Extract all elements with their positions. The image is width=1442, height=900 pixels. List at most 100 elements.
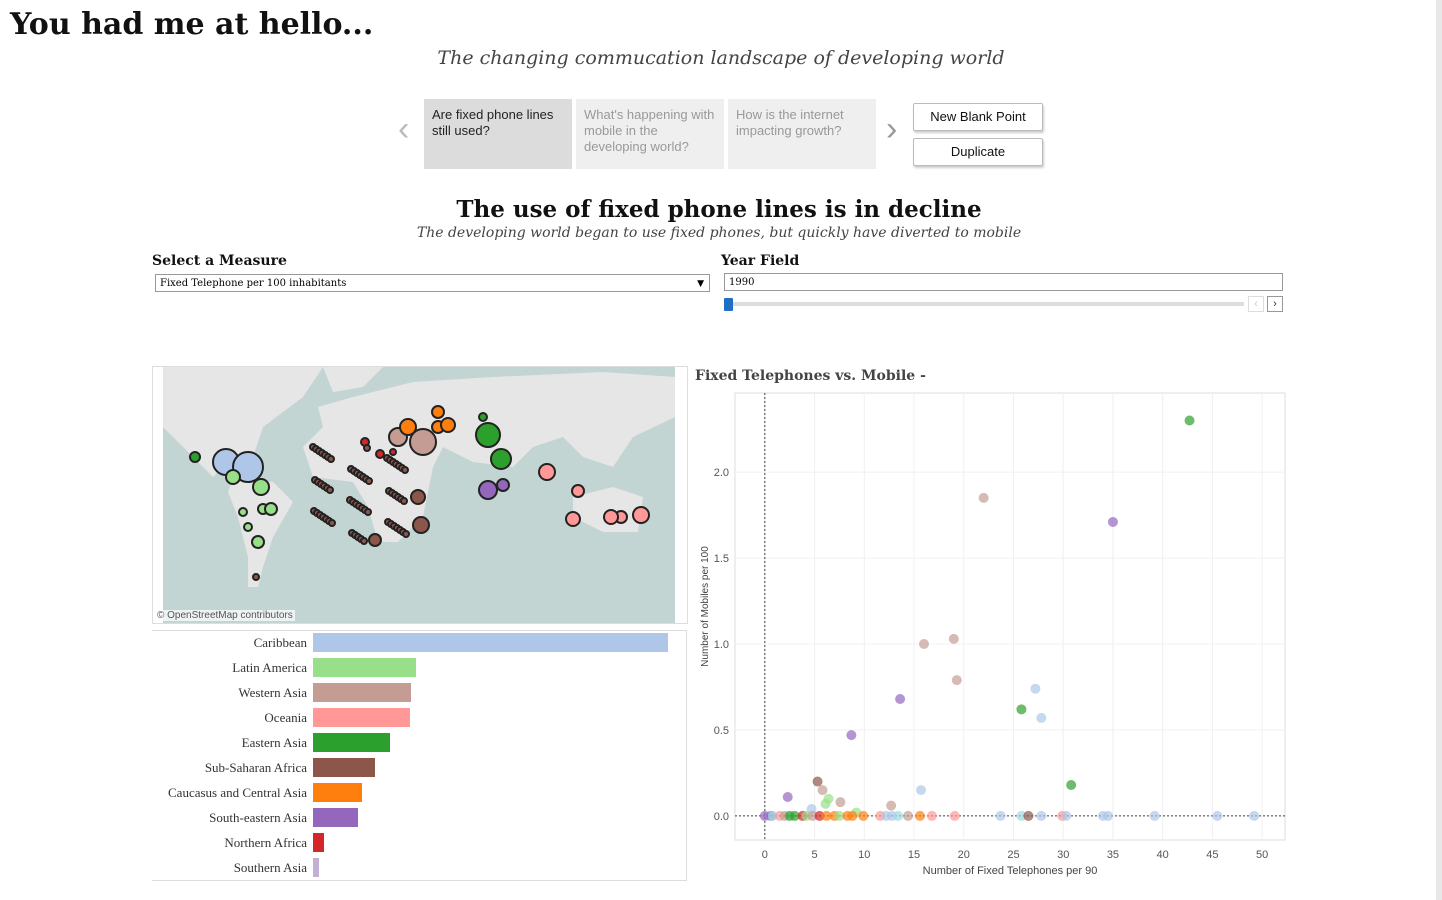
map-mark[interactable] (402, 530, 410, 538)
map-mark[interactable] (565, 511, 581, 527)
scatter-point[interactable] (926, 810, 937, 821)
scatter-point[interactable] (1149, 810, 1160, 821)
bar[interactable] (313, 708, 410, 727)
map-mark[interactable] (363, 444, 371, 452)
map-mark[interactable] (252, 478, 270, 496)
map-mark[interactable] (225, 469, 241, 485)
scatter-point[interactable] (893, 810, 904, 821)
map-mark[interactable] (490, 448, 512, 470)
map-mark[interactable] (360, 537, 368, 545)
scatter-point[interactable] (914, 810, 925, 821)
measure-dropdown[interactable]: Fixed Telephone per 100 inhabitants ▼ (155, 274, 710, 292)
map-mark[interactable] (571, 484, 585, 498)
year-prev-button[interactable]: ‹ (1248, 296, 1264, 312)
story-point-2[interactable]: What's happening with mobile in the deve… (576, 99, 724, 169)
bar[interactable] (313, 658, 416, 677)
map-mark[interactable] (364, 508, 372, 516)
scatter-point[interactable] (789, 810, 800, 821)
scatter-point[interactable] (995, 810, 1006, 821)
bar[interactable] (313, 733, 391, 752)
scatter-point[interactable] (782, 792, 793, 803)
map-mark[interactable] (409, 428, 437, 456)
scatter-point[interactable] (903, 810, 914, 821)
year-slider-handle[interactable] (724, 298, 733, 311)
scatter-point[interactable] (886, 800, 897, 811)
map-mark[interactable] (401, 466, 409, 474)
map-mark[interactable] (399, 418, 417, 436)
page-scrollbar[interactable] (1436, 0, 1442, 900)
scatter-point[interactable] (918, 639, 929, 650)
scatter-point[interactable] (1016, 810, 1027, 821)
scatter-point[interactable] (834, 810, 845, 821)
scatter-point[interactable] (951, 675, 962, 686)
scatter-point[interactable] (1023, 810, 1034, 821)
scatter-point[interactable] (915, 785, 926, 796)
scatter-point[interactable] (1102, 810, 1113, 821)
scatter-point[interactable] (1016, 704, 1027, 715)
scatter-point[interactable] (1061, 810, 1072, 821)
chevron-left-icon[interactable]: ‹ (398, 110, 410, 148)
bar[interactable] (313, 783, 362, 802)
map-mark[interactable] (368, 533, 382, 547)
scatter-point[interactable] (858, 810, 869, 821)
map-mark[interactable] (410, 489, 426, 505)
map-mark[interactable] (478, 480, 498, 500)
map-mark[interactable] (243, 522, 253, 532)
scatter-point[interactable] (1030, 683, 1041, 694)
scatter-point[interactable] (807, 810, 818, 821)
scatter-point[interactable] (1036, 712, 1047, 723)
scatter-point[interactable] (846, 730, 857, 741)
chevron-right-icon[interactable]: › (886, 110, 898, 148)
map-mark[interactable] (365, 477, 373, 485)
map-mark[interactable] (251, 535, 265, 549)
map-mark[interactable] (400, 497, 408, 505)
year-input[interactable]: 1990 (724, 273, 1283, 291)
scatter-point[interactable] (812, 776, 823, 787)
map-mark[interactable] (326, 486, 334, 494)
year-next-button[interactable]: › (1267, 296, 1283, 312)
scatter-point[interactable] (814, 810, 825, 821)
map-mark[interactable] (328, 519, 336, 527)
bar[interactable] (313, 833, 324, 852)
scatter-point[interactable] (820, 798, 831, 809)
scatter-point[interactable] (1184, 415, 1195, 426)
map-mark[interactable] (431, 405, 445, 419)
map-mark[interactable] (496, 478, 510, 492)
bar[interactable] (313, 808, 359, 827)
scatter-point[interactable] (1212, 810, 1223, 821)
map-mark[interactable] (238, 507, 248, 517)
bar[interactable] (313, 633, 668, 652)
map-mark[interactable] (538, 463, 556, 481)
scatter-chart[interactable]: 0 5 10 15 20 25 30 35 40 45 50 0.0 0.5 1.0 1.5 2.0 Numbe… (690, 385, 1300, 885)
map-mark[interactable] (478, 412, 488, 422)
map-mark[interactable] (632, 506, 650, 524)
scatter-point[interactable] (847, 810, 858, 821)
map-mark[interactable] (475, 422, 501, 448)
bar[interactable] (313, 683, 411, 702)
scatter-point[interactable] (817, 785, 828, 796)
year-slider-track[interactable] (726, 302, 1244, 306)
map-mark[interactable] (252, 573, 260, 581)
bar[interactable] (313, 758, 376, 777)
map-mark[interactable] (264, 502, 278, 516)
scatter-point[interactable] (1066, 779, 1077, 790)
bar[interactable] (313, 858, 320, 877)
scatter-point[interactable] (767, 810, 778, 821)
scatter-point[interactable] (978, 492, 989, 503)
map-mark[interactable] (603, 509, 619, 525)
scatter-point[interactable] (948, 633, 959, 644)
map-mark[interactable] (327, 455, 335, 463)
scatter-point[interactable] (1249, 810, 1260, 821)
world-map[interactable] (153, 367, 687, 623)
scatter-point[interactable] (835, 797, 846, 808)
duplicate-button[interactable]: Duplicate (913, 138, 1043, 166)
scatter-point[interactable] (895, 694, 906, 705)
map-mark[interactable] (440, 417, 456, 433)
map-mark[interactable] (189, 451, 201, 463)
map-mark[interactable] (412, 516, 430, 534)
story-point-3[interactable]: How is the internet impacting growth? (728, 99, 876, 169)
new-blank-point-button[interactable]: New Blank Point (913, 103, 1043, 131)
map-mark[interactable] (389, 448, 397, 456)
scatter-point[interactable] (1036, 810, 1047, 821)
scatter-point[interactable] (821, 810, 832, 821)
